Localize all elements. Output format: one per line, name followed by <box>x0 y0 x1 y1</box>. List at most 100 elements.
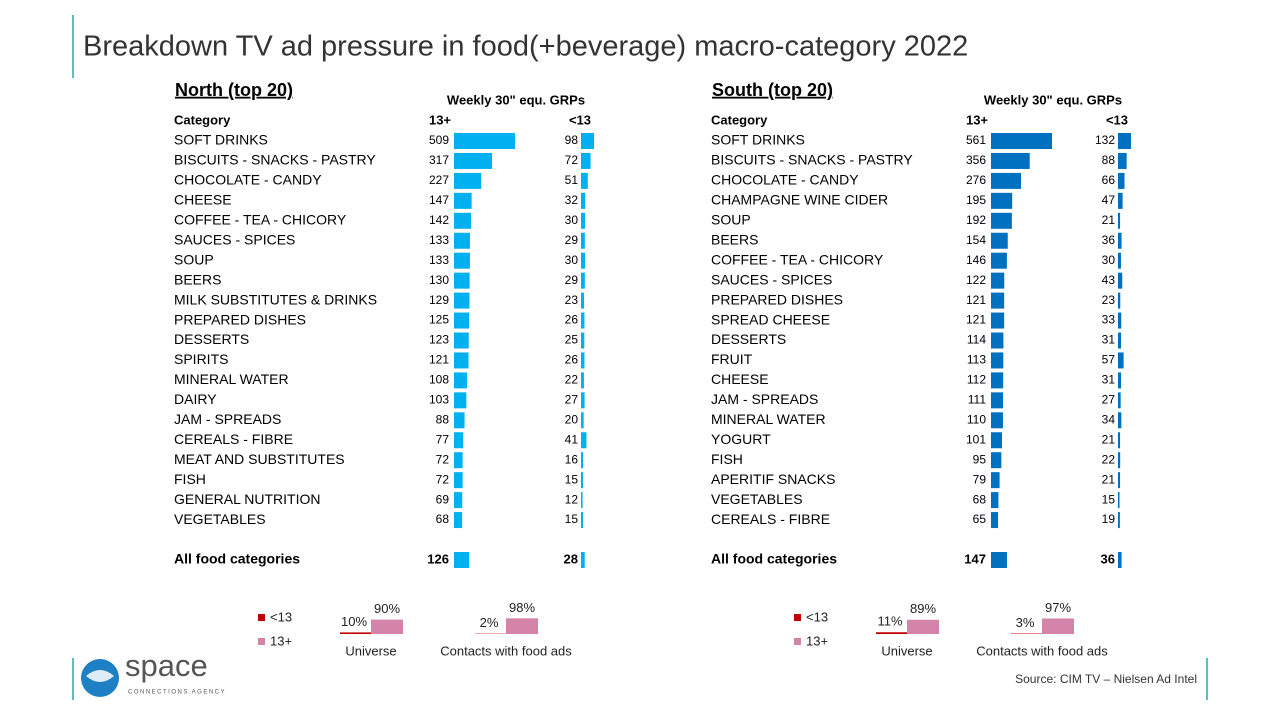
category-label: MILK SUBSTITUTES & DRINKS <box>174 291 377 307</box>
value-label: 276 <box>966 173 986 187</box>
category-label: COFFEE - TEA - CHICORY <box>174 212 347 228</box>
panel-heading: North (top 20) <box>175 80 293 100</box>
value-label: 57 <box>1102 353 1116 367</box>
bar-13plus <box>991 252 1007 269</box>
bar-13plus <box>454 332 469 349</box>
bar-under13 <box>581 512 583 529</box>
value-label: 26 <box>565 353 579 367</box>
legend-swatch <box>258 638 265 645</box>
value-label: 72 <box>436 452 450 466</box>
category-label: MINERAL WATER <box>711 411 826 427</box>
bar-under13 <box>581 133 594 149</box>
bar-13plus <box>991 292 1005 309</box>
value-label: 147 <box>964 551 986 566</box>
value-label: 41 <box>565 432 579 446</box>
category-label: BEERS <box>711 231 758 247</box>
bar-13plus <box>991 232 1008 249</box>
bar-13plus <box>991 372 1004 389</box>
mini-value-label: 90% <box>374 601 400 616</box>
value-label: 103 <box>429 393 449 407</box>
category-label: BISCUITS - SNACKS - PASTRY <box>174 152 376 168</box>
bar-under13 <box>1118 472 1121 489</box>
category-label: SAUCES - SPICES <box>174 231 295 247</box>
value-label: 26 <box>565 313 579 327</box>
bar-13plus <box>991 133 1052 149</box>
bar-13plus <box>454 552 470 568</box>
value-label: 15 <box>565 512 579 526</box>
category-label: DESSERTS <box>711 331 786 347</box>
value-label: 34 <box>1102 412 1116 426</box>
bar-under13 <box>581 432 587 449</box>
value-label: 114 <box>967 333 986 347</box>
bar-under13 <box>1118 212 1121 229</box>
bar-13plus <box>991 172 1022 189</box>
mini-bar <box>1042 618 1074 634</box>
bar-under13 <box>581 472 583 489</box>
legend-swatch <box>794 614 801 621</box>
value-label: 29 <box>565 273 579 287</box>
value-label: 27 <box>1102 393 1116 407</box>
bar-under13 <box>581 172 588 189</box>
mini-value-label: 11% <box>877 614 902 629</box>
bar-under13 <box>581 312 585 329</box>
panel-heading: South (top 20) <box>712 80 833 100</box>
category-label: SPIRITS <box>174 351 228 367</box>
bar-13plus <box>454 252 470 269</box>
column-header: Category <box>711 112 768 127</box>
category-label: JAM - SPREADS <box>174 411 281 427</box>
value-label: 69 <box>436 492 450 506</box>
bar-13plus <box>991 212 1012 229</box>
value-label: 68 <box>973 492 987 506</box>
bar-under13 <box>581 252 585 269</box>
bar-13plus <box>454 452 463 469</box>
logo-tagline: CONNECTIONS AGENCY <box>128 690 226 696</box>
category-label: PREPARED DISHES <box>174 311 306 327</box>
value-label: 43 <box>1102 273 1116 287</box>
value-label: 509 <box>429 133 449 147</box>
bar-under13 <box>581 492 583 509</box>
value-label: 23 <box>1102 293 1116 307</box>
legend-label: 13+ <box>270 633 292 648</box>
bar-under13 <box>581 552 585 568</box>
category-label: BISCUITS - SNACKS - PASTRY <box>711 152 913 168</box>
value-label: 111 <box>968 393 987 407</box>
bar-13plus <box>454 372 467 389</box>
value-label: 110 <box>967 412 986 426</box>
value-label: 123 <box>429 333 449 347</box>
bar-13plus <box>991 512 999 529</box>
value-label: 77 <box>436 432 450 446</box>
value-label: 36 <box>1101 551 1115 566</box>
value-label: 121 <box>966 313 986 327</box>
bar-under13 <box>1118 432 1121 449</box>
mini-value-label: 98% <box>509 600 535 615</box>
column-header: <13 <box>569 112 591 127</box>
value-label: 129 <box>429 293 449 307</box>
value-label: 22 <box>565 373 579 387</box>
value-label: 95 <box>973 452 987 466</box>
bar-under13 <box>1118 172 1125 189</box>
category-label: VEGETABLES <box>711 491 803 507</box>
value-label: 65 <box>973 512 987 526</box>
value-label: 192 <box>966 213 986 227</box>
value-label: 27 <box>565 393 579 407</box>
bar-under13 <box>581 292 585 309</box>
mini-bar <box>371 619 403 634</box>
bar-13plus <box>991 152 1030 169</box>
category-label: All food categories <box>711 551 837 567</box>
bar-under13 <box>1118 152 1127 169</box>
bar-under13 <box>1118 133 1131 149</box>
bar-13plus <box>991 272 1005 289</box>
category-label: SPREAD CHEESE <box>711 311 830 327</box>
mini-label: Universe <box>345 643 396 658</box>
column-header: 13+ <box>429 112 451 127</box>
bar-13plus <box>991 352 1004 369</box>
category-label: CHEESE <box>174 192 232 208</box>
bar-under13 <box>1118 512 1120 529</box>
bar-13plus <box>454 272 470 289</box>
bar-13plus <box>454 512 463 529</box>
column-header: Category <box>174 112 231 127</box>
category-label: SOUP <box>711 212 751 228</box>
bar-13plus <box>454 192 472 209</box>
legend-swatch <box>794 638 801 645</box>
value-label: 19 <box>1102 512 1116 526</box>
